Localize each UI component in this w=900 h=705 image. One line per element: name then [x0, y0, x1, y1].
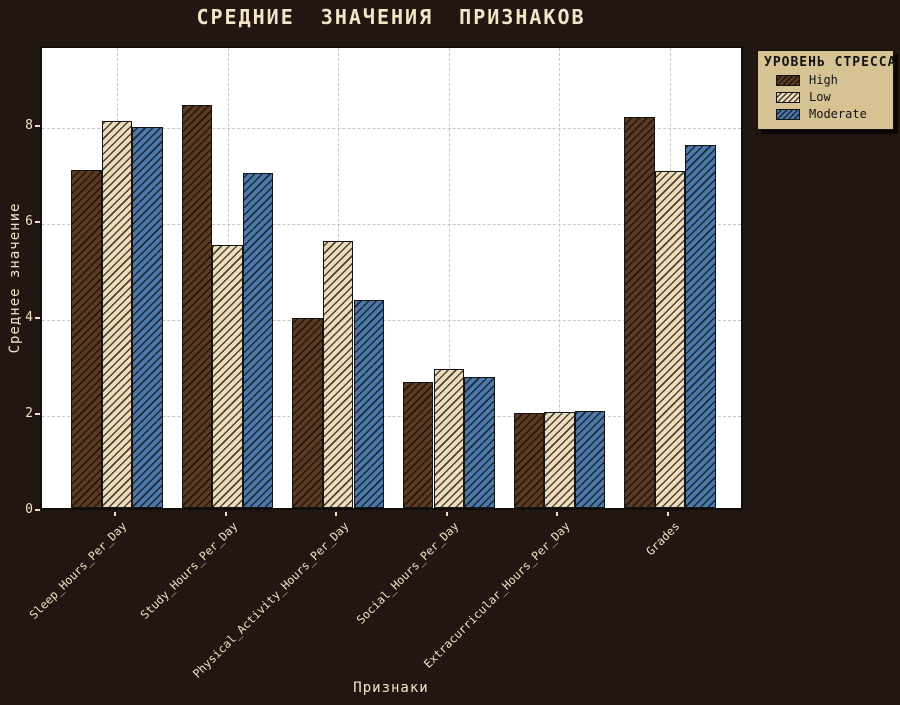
x-tick-mark [667, 512, 669, 516]
x-tick-label: Social_Hours_Per_Day [353, 519, 462, 627]
bar-moderate-0 [132, 127, 163, 508]
x-tick-mark [335, 512, 338, 516]
bar-low-2 [322, 240, 354, 508]
legend-item-high: High [776, 73, 887, 87]
x-tick-mark [556, 512, 559, 516]
bar-high-1 [181, 104, 213, 508]
bar-moderate-4 [574, 411, 606, 508]
y-tick-mark [35, 125, 40, 128]
y-tick-mark [35, 509, 40, 511]
bar-moderate-1 [242, 172, 274, 508]
plot-area [40, 46, 743, 510]
legend: УРОВЕНЬ СТРЕССА High Low Moderate [757, 50, 897, 130]
gridline-vertical [559, 48, 561, 508]
bar-low-3 [433, 368, 465, 508]
y-tick-mark [35, 221, 40, 224]
x-tick-mark [114, 512, 116, 516]
bar-moderate-5 [685, 144, 716, 508]
plot-inner [42, 48, 741, 508]
bar-moderate-2 [353, 299, 385, 508]
x-tick-label: Grades [643, 519, 683, 559]
bar-low-5 [654, 170, 686, 508]
legend-label-high: High [809, 73, 838, 87]
y-tick-label: 8 [25, 118, 33, 134]
bar-high-0 [71, 169, 102, 508]
y-tick-mark [35, 413, 40, 416]
legend-item-moderate: Moderate [776, 107, 887, 121]
bar-low-0 [101, 120, 133, 508]
bar-high-4 [513, 413, 545, 508]
chart-title: СРЕДНИЕ ЗНАЧЕНИЯ ПРИЗНАКОВ [196, 5, 586, 29]
x-tick-mark [445, 512, 448, 516]
legend-swatch-high [776, 74, 800, 86]
legend-swatch-low [776, 91, 800, 103]
gridline-horizontal [42, 416, 741, 418]
legend-label-low: Low [809, 90, 831, 104]
bar-high-3 [402, 381, 434, 508]
x-tick-label: Sleep_Hours_Per_Day [26, 519, 130, 622]
gridline-horizontal [42, 224, 741, 226]
legend-swatch-moderate [776, 108, 800, 120]
bar-moderate-3 [464, 376, 495, 508]
y-tick-label: 4 [25, 310, 33, 326]
y-tick-label: 0 [25, 502, 33, 517]
y-tick-mark [35, 317, 40, 320]
legend-item-low: Low [776, 90, 887, 104]
gridline-vertical [448, 48, 450, 508]
gridline-horizontal [42, 128, 741, 130]
bar-low-1 [212, 244, 243, 508]
legend-title: УРОВЕНЬ СТРЕССА [764, 55, 897, 70]
legend-label-moderate: Moderate [809, 107, 867, 121]
x-tick-label: Study_Hours_Per_Day [137, 519, 241, 622]
x-tick-mark [224, 512, 227, 516]
x-axis-label: Признаки [353, 680, 429, 696]
y-tick-label: 6 [25, 214, 33, 230]
bar-high-5 [624, 116, 655, 508]
bar-low-4 [544, 412, 575, 508]
gridline-horizontal [42, 320, 741, 322]
bar-high-2 [292, 317, 323, 508]
y-tick-label: 2 [25, 406, 33, 422]
